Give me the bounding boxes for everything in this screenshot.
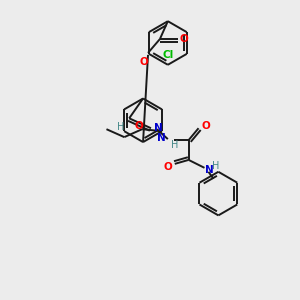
Text: H: H xyxy=(171,140,178,150)
Text: N: N xyxy=(157,133,166,143)
Text: Cl: Cl xyxy=(162,50,173,60)
Text: O: O xyxy=(180,34,188,44)
Text: O: O xyxy=(163,162,172,172)
Text: H: H xyxy=(117,122,124,132)
Text: O: O xyxy=(140,57,148,67)
Text: N: N xyxy=(206,165,214,175)
Text: H: H xyxy=(212,161,220,171)
Text: O: O xyxy=(202,121,210,131)
Text: N: N xyxy=(154,123,163,133)
Text: O: O xyxy=(135,121,143,131)
